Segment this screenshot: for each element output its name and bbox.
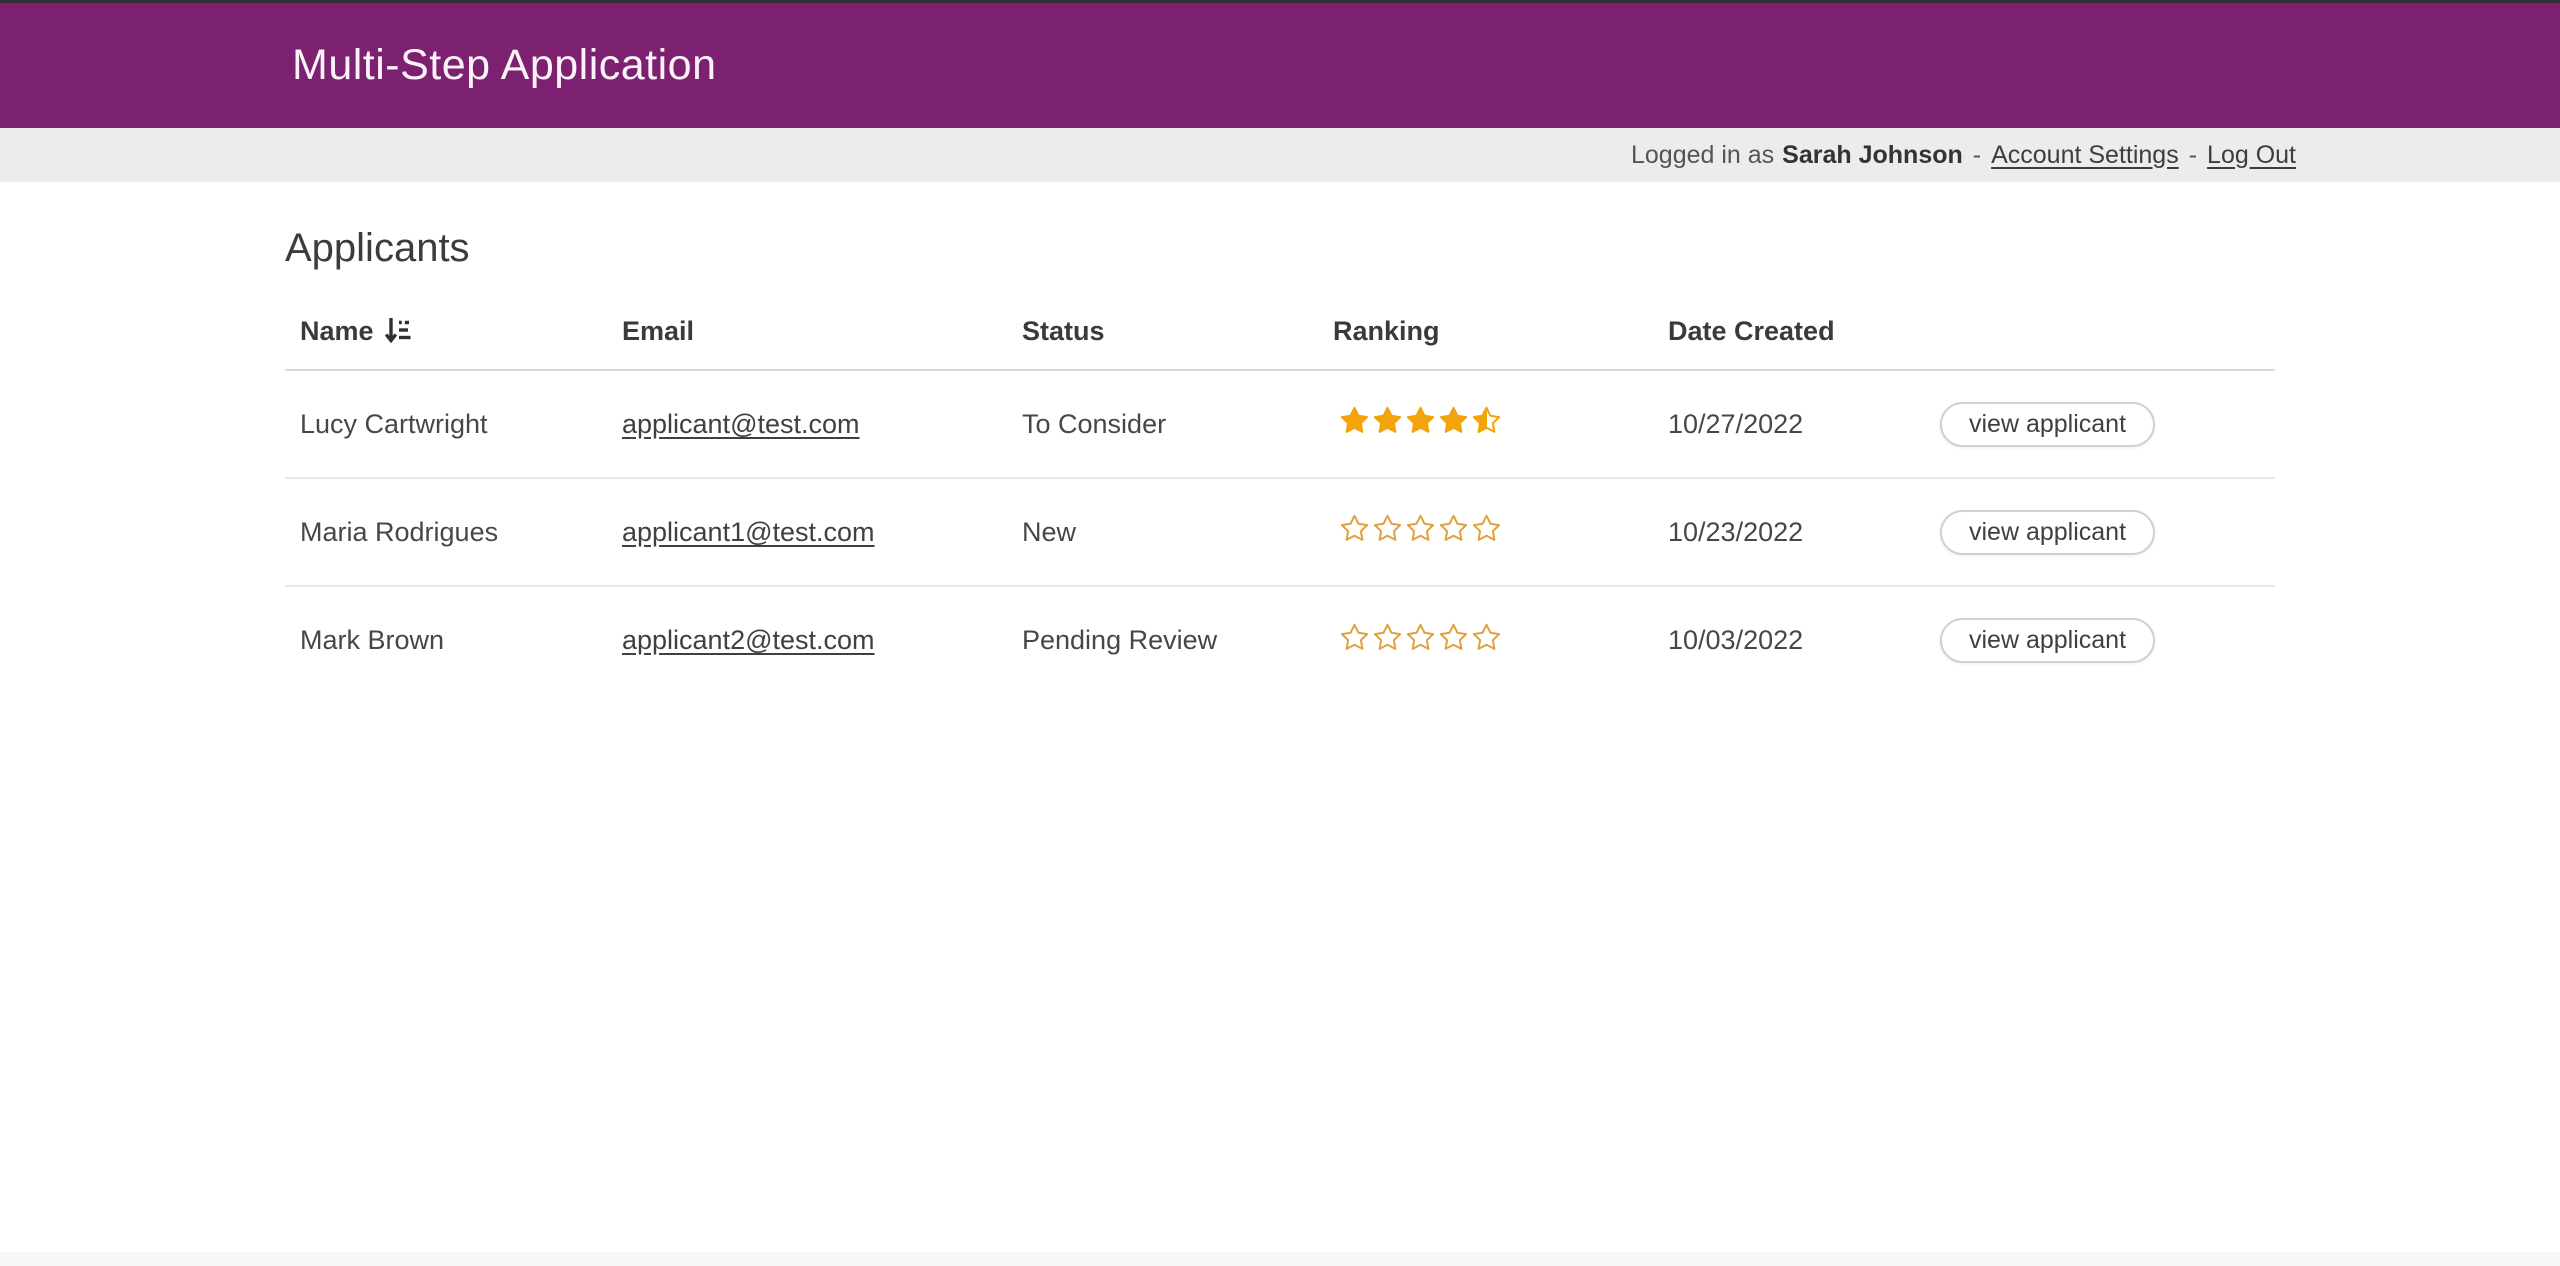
separator: - xyxy=(1972,140,1982,169)
column-header-email[interactable]: Email xyxy=(607,273,1007,371)
column-header-name-label: Name xyxy=(300,315,374,346)
app-title: Multi-Step Application xyxy=(292,41,717,89)
star-icon xyxy=(1471,513,1502,544)
view-applicant-button[interactable]: view applicant xyxy=(1940,509,2156,555)
applicant-email-link[interactable]: applicant2@test.com xyxy=(622,625,875,655)
separator: - xyxy=(2188,140,2198,169)
applicant-status: New xyxy=(1022,516,1077,547)
star-icon xyxy=(1372,513,1403,544)
star-icon xyxy=(1405,405,1436,436)
applicant-name: Maria Rodrigues xyxy=(300,516,499,547)
view-applicant-button[interactable]: view applicant xyxy=(1940,618,2156,663)
star-icon xyxy=(1339,405,1370,436)
star-icon xyxy=(1438,405,1469,436)
date-created: 10/27/2022 xyxy=(1668,408,1804,439)
table-header-row: Name xyxy=(285,273,2275,371)
applicant-email-link[interactable]: applicant1@test.com xyxy=(622,516,875,547)
applicant-name: Mark Brown xyxy=(300,625,445,655)
applicant-status: Pending Review xyxy=(1022,625,1218,655)
app-header: Multi-Step Application xyxy=(0,3,2560,128)
column-header-status[interactable]: Status xyxy=(1007,273,1318,371)
rating-stars xyxy=(1333,405,1502,436)
account-settings-link[interactable]: Account Settings xyxy=(1991,140,2179,169)
user-bar: Logged in as Sarah Johnson - Account Set… xyxy=(0,128,2560,182)
table-row: Maria Rodrigues applicant1@test.com New … xyxy=(285,478,2275,586)
table-row: Lucy Cartwright applicant@test.com To Co… xyxy=(285,370,2275,478)
star-icon xyxy=(1339,622,1370,653)
star-icon xyxy=(1438,622,1469,653)
column-header-date-created[interactable]: Date Created xyxy=(1653,273,1925,371)
table-row: Mark Brown applicant2@test.com Pending R… xyxy=(285,586,2275,694)
applicant-status: To Consider xyxy=(1022,408,1167,439)
page-title: Applicants xyxy=(285,226,470,270)
logged-in-label: Logged in as xyxy=(1630,140,1775,169)
sort-ascending-icon[interactable] xyxy=(384,316,411,346)
star-icon xyxy=(1339,513,1370,544)
column-header-name[interactable]: Name xyxy=(285,273,607,371)
browser-top-edge xyxy=(0,0,2560,3)
rating-stars xyxy=(1333,513,1502,544)
applicants-table: Name xyxy=(285,273,2275,694)
main-content: Applicants Name xyxy=(285,226,2275,694)
star-icon xyxy=(1471,405,1502,436)
column-header-actions xyxy=(1925,273,2275,371)
star-icon xyxy=(1405,622,1436,653)
column-header-ranking[interactable]: Ranking xyxy=(1318,273,1653,371)
star-icon xyxy=(1471,622,1502,653)
logout-link[interactable]: Log Out xyxy=(2207,140,2296,169)
star-icon xyxy=(1372,622,1403,653)
user-name: Sarah Johnson xyxy=(1782,140,1963,169)
star-icon xyxy=(1372,405,1403,436)
applicant-email-link[interactable]: applicant@test.com xyxy=(622,408,860,439)
date-created: 10/03/2022 xyxy=(1668,625,1804,655)
view-applicant-button[interactable]: view applicant xyxy=(1940,401,2156,447)
applicant-name: Lucy Cartwright xyxy=(300,408,488,439)
star-icon xyxy=(1405,513,1436,544)
page-bottom-edge xyxy=(0,1252,2560,1266)
star-icon xyxy=(1438,513,1469,544)
date-created: 10/23/2022 xyxy=(1668,516,1804,547)
rating-stars xyxy=(1333,622,1502,653)
